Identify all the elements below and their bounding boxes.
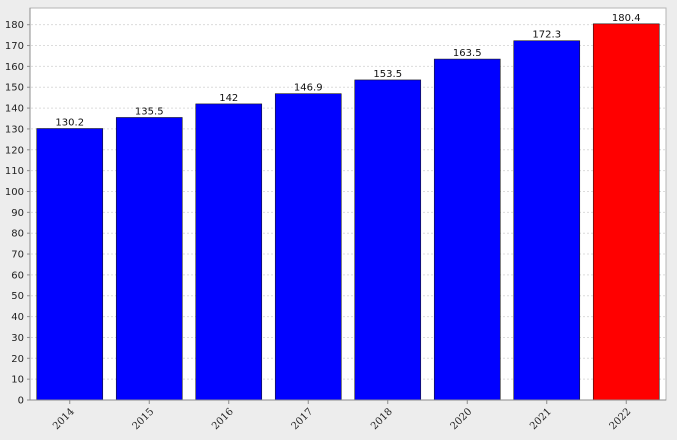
x-tick-label-2021: 2021 [528, 406, 554, 432]
bar-2016 [195, 103, 263, 401]
bars [36, 23, 660, 401]
value-label-2021: 172.3 [532, 30, 561, 41]
x-axis-ticks: 2014 2015 2016 2017 2018 2020 2021 2022 [51, 400, 633, 432]
value-label-2017: 146.9 [294, 83, 323, 94]
y-axis-ticks: 0 10 20 30 40 50 60 70 80 90 100 110 120 130 140 150 160… [5, 20, 30, 407]
value-label-2020: 163.5 [453, 48, 482, 59]
bar-2020 [433, 58, 501, 401]
y-tick-label: 180 [5, 20, 24, 31]
y-tick-label: 170 [5, 41, 24, 52]
y-tick-label: 120 [5, 145, 24, 156]
x-tick-label-2017: 2017 [290, 406, 316, 432]
bar-2017 [274, 93, 342, 401]
x-tick-label-2022: 2022 [608, 406, 634, 432]
y-tick-label: 40 [11, 312, 24, 323]
bar-2021 [513, 40, 581, 401]
y-tick-label: 150 [5, 83, 24, 94]
y-tick-label: 140 [5, 104, 24, 115]
bar-2018 [354, 79, 422, 401]
y-tick-label: 0 [18, 396, 24, 407]
value-label-2022: 180.4 [612, 13, 641, 24]
value-label-2014: 130.2 [55, 118, 84, 129]
bar-2014 [36, 128, 104, 401]
x-tick-label-2014: 2014 [51, 406, 77, 432]
x-tick-label-2016: 2016 [210, 406, 236, 432]
data-labels: 130.2 135.5 142 146.9 153.5 163.5 172.3 180.4 [55, 13, 640, 129]
y-tick-label: 160 [5, 62, 24, 73]
bar-2022 [592, 23, 660, 401]
y-tick-label: 80 [11, 229, 24, 240]
y-tick-label: 10 [11, 375, 24, 386]
y-tick-label: 60 [11, 270, 24, 281]
y-tick-label: 90 [11, 208, 24, 219]
y-tick-label: 20 [11, 354, 24, 365]
x-tick-label-2020: 2020 [449, 406, 475, 432]
bar-2015 [115, 117, 183, 401]
y-tick-label: 110 [5, 166, 24, 177]
y-tick-label: 100 [5, 187, 24, 198]
value-label-2016: 142 [219, 93, 238, 104]
y-tick-label: 30 [11, 333, 24, 344]
x-tick-label-2018: 2018 [369, 406, 395, 432]
y-tick-label: 50 [11, 291, 24, 302]
y-tick-label: 130 [5, 124, 24, 135]
value-label-2018: 153.5 [373, 69, 402, 80]
value-label-2015: 135.5 [135, 106, 164, 117]
x-tick-label-2015: 2015 [131, 406, 157, 432]
y-tick-label: 70 [11, 250, 24, 261]
